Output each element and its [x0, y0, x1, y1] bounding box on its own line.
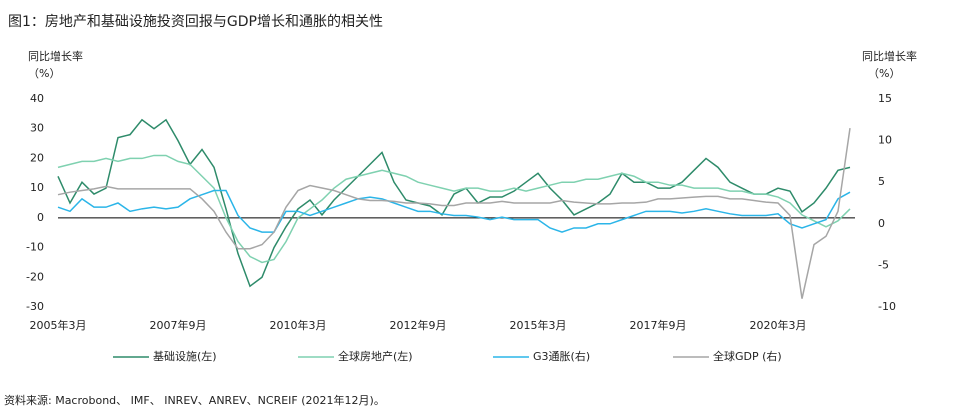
y-axis-unit: （%） — [28, 67, 60, 80]
legend-label: 基础设施(左) — [153, 350, 217, 363]
y2-tick-label: 15 — [878, 92, 892, 105]
y2-axis-unit: （%） — [868, 67, 900, 80]
y2-tick-label: -10 — [878, 300, 896, 313]
series-line — [57, 154, 851, 264]
legend-label: 全球房地产(左) — [338, 349, 413, 363]
y2-tick-label: -5 — [878, 258, 889, 271]
y-axis-label: 同比增长率 — [28, 49, 83, 63]
y-tick-label: -10 — [26, 241, 44, 254]
source-note: 资料来源: Macrobond、 IMF、 INREV、ANREV、NCREIF… — [4, 393, 385, 407]
legend-label: 全球GDP (右) — [713, 349, 782, 363]
x-tick-label: 2007年9月 — [150, 318, 207, 332]
y-tick-label: 30 — [30, 122, 44, 135]
y-tick-label: 0 — [37, 211, 44, 224]
x-tick-label: 2012年9月 — [390, 318, 447, 332]
y2-tick-label: 5 — [878, 175, 885, 188]
y-tick-label: -30 — [26, 300, 44, 313]
series-line — [57, 118, 851, 288]
series-line — [57, 189, 851, 233]
y-tick-label: 20 — [30, 151, 44, 164]
y2-axis-label: 同比增长率 — [862, 49, 917, 63]
y-tick-label: 40 — [30, 92, 44, 105]
x-tick-label: 2020年3月 — [750, 318, 807, 332]
y-tick-label: -20 — [26, 270, 44, 283]
y2-tick-label: 0 — [878, 217, 885, 230]
x-tick-label: 2005年3月 — [30, 318, 87, 332]
x-tick-label: 2017年9月 — [630, 318, 687, 332]
chart-title: 图1：房地产和基础设施投资回报与GDP增长和通胀的相关性 — [8, 13, 383, 30]
y2-tick-label: 10 — [878, 134, 892, 147]
y-tick-label: 10 — [30, 181, 44, 194]
legend-label: G3通胀(右) — [533, 349, 590, 363]
x-tick-label: 2010年3月 — [270, 318, 327, 332]
x-tick-label: 2015年3月 — [510, 318, 567, 332]
series-line — [57, 128, 851, 299]
